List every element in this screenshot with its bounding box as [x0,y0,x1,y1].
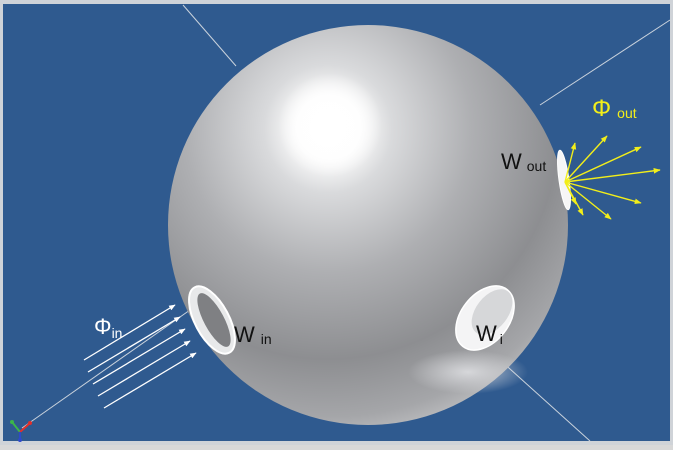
xyz-axis-triad-icon [10,420,32,442]
axis-line-left [21,309,191,429]
incoming-flux-arrows [83,304,197,409]
outgoing-arrow [564,181,612,220]
sphere-lower-reflection [408,350,528,394]
port-w-out [557,149,571,211]
incoming-arrow [97,340,191,397]
label-phi-in: Φin [94,314,122,341]
outgoing-arrow [564,181,577,205]
incoming-arrow [103,352,197,409]
port-w-i [455,285,515,351]
axis-line-top [182,4,237,67]
outgoing-flux-arrows [564,135,661,220]
outgoing-arrow [564,135,608,183]
incoming-arrow [83,304,176,361]
incoming-arrow [87,316,181,373]
outgoing-arrow [564,146,642,183]
axis-line-right [539,19,671,106]
port-w-in [188,285,236,355]
outgoing-arrow [564,142,577,183]
incoming-arrow [92,328,186,385]
sphere-highlight [278,73,382,177]
outgoing-arrow [564,168,661,183]
outgoing-arrow [564,181,642,205]
